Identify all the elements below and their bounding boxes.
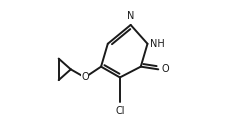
Text: NH: NH bbox=[151, 39, 165, 49]
Text: O: O bbox=[81, 72, 89, 82]
Text: O: O bbox=[161, 64, 169, 74]
Text: N: N bbox=[127, 11, 134, 21]
Text: Cl: Cl bbox=[115, 106, 125, 116]
